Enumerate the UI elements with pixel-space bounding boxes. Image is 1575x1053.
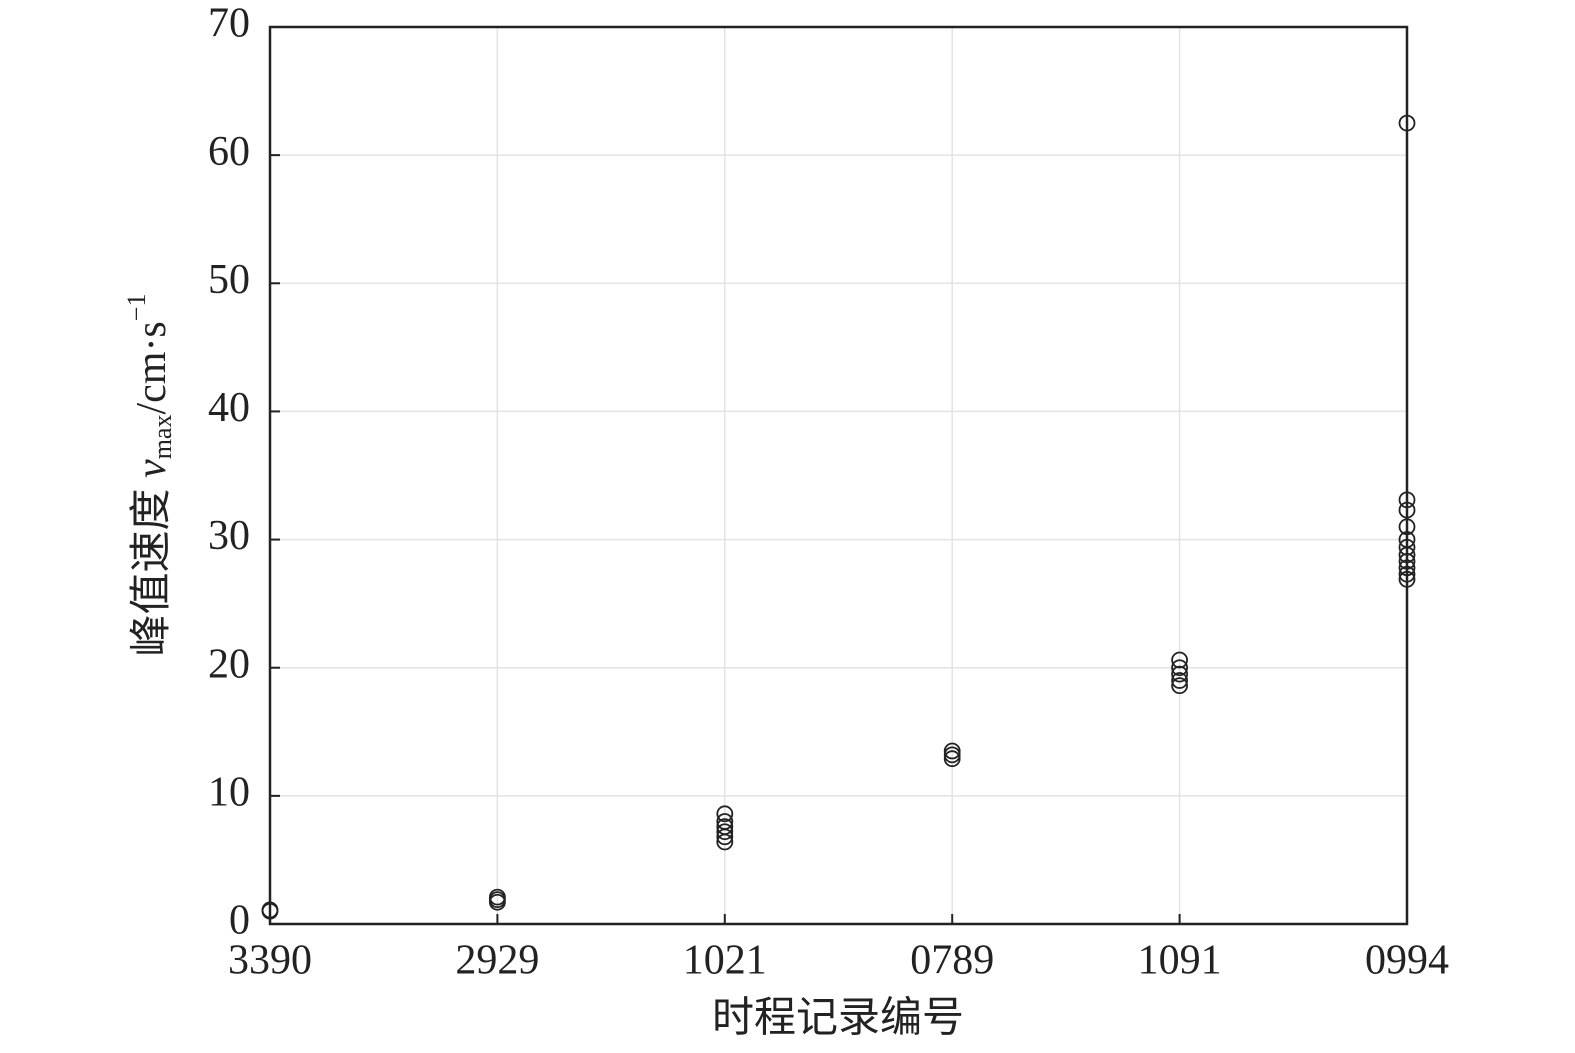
y-label-sup: −1 [122,294,151,322]
x-tick-label: 2929 [455,938,539,984]
point [488,893,506,911]
point [1398,538,1416,556]
x-tick-label: 0994 [1365,938,1449,984]
plot-frame [268,25,1409,926]
y-tick-label: 40 [208,385,250,431]
y-label-unit: /cm·s [129,321,175,414]
x-tick-label: 3390 [228,938,312,984]
y-label-sub: max [148,415,177,460]
point [943,746,961,764]
point [1398,559,1416,577]
point [1398,552,1416,570]
point [261,901,279,919]
point [943,742,961,760]
x-tick-label: 1091 [1138,938,1222,984]
point [1171,677,1188,695]
y-axis-label: 峰值速度 vmax/cm·s−1 [122,294,177,657]
point [716,823,734,841]
y-tick-label: 60 [208,129,250,175]
point [1398,491,1416,509]
x-tick-label: 1021 [683,938,767,984]
point [1398,570,1416,588]
y-tick-label: 70 [208,1,250,47]
y-tick-label: 50 [208,257,250,303]
point [1398,565,1416,583]
point [1398,114,1416,132]
point [1171,659,1188,677]
x-tick-label: 0789 [910,938,994,984]
point [1171,651,1188,669]
y-label-var: v [129,459,175,478]
point [1398,501,1416,519]
point [716,833,734,851]
y-tick-label: 10 [208,769,250,815]
y-tick-label: 20 [208,641,250,687]
point [943,750,961,768]
point [716,828,734,846]
point [1398,546,1416,564]
y-tick-label: 0 [229,898,250,944]
y-tick-label: 30 [208,513,250,559]
x-axis-label: 时程记录编号 [712,996,964,1042]
point [1171,672,1188,689]
point [716,805,734,823]
y-label-text: 峰值速度 [129,478,175,657]
point [1171,665,1188,683]
point [1398,518,1416,536]
